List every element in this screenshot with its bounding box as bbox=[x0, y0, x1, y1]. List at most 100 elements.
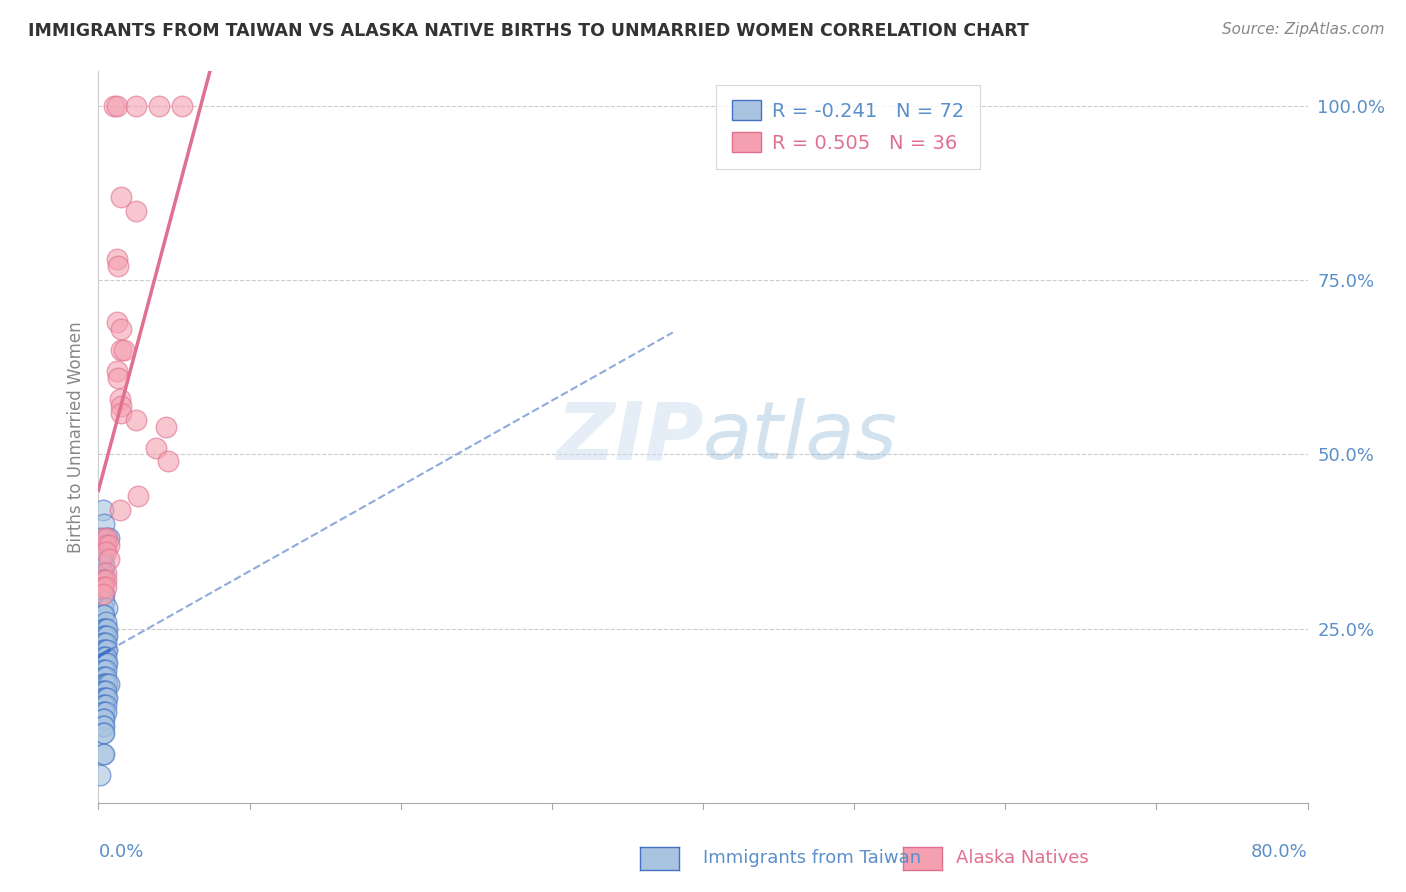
Point bbox=[94, 698, 117, 713]
Point bbox=[105, 364, 128, 378]
Point bbox=[91, 587, 114, 601]
Point bbox=[96, 531, 118, 545]
Point bbox=[94, 629, 117, 643]
Point bbox=[93, 587, 115, 601]
Text: atlas: atlas bbox=[703, 398, 898, 476]
Point bbox=[94, 649, 117, 664]
Point bbox=[93, 649, 115, 664]
Point bbox=[94, 622, 117, 636]
Point bbox=[93, 629, 115, 643]
Point bbox=[91, 712, 114, 726]
Point bbox=[93, 719, 115, 733]
Point bbox=[96, 622, 118, 636]
Point bbox=[91, 747, 114, 761]
Point bbox=[94, 580, 117, 594]
Point bbox=[91, 635, 114, 649]
Point bbox=[93, 558, 115, 573]
Point bbox=[125, 99, 148, 113]
Point bbox=[91, 607, 114, 622]
Point bbox=[103, 99, 125, 113]
Point bbox=[91, 503, 114, 517]
Point bbox=[94, 538, 117, 552]
Point bbox=[91, 670, 114, 684]
Point bbox=[105, 99, 128, 113]
Text: IMMIGRANTS FROM TAIWAN VS ALASKA NATIVE BIRTHS TO UNMARRIED WOMEN CORRELATION CH: IMMIGRANTS FROM TAIWAN VS ALASKA NATIVE … bbox=[28, 22, 1029, 40]
Point bbox=[91, 580, 114, 594]
Point bbox=[93, 607, 115, 622]
Point bbox=[98, 677, 121, 691]
Point bbox=[108, 392, 131, 406]
Point bbox=[91, 566, 114, 580]
Point bbox=[94, 684, 117, 698]
Point bbox=[94, 657, 117, 671]
Point bbox=[94, 642, 117, 657]
Point bbox=[90, 552, 112, 566]
Legend: R = -0.241   N = 72, R = 0.505   N = 36: R = -0.241 N = 72, R = 0.505 N = 36 bbox=[716, 85, 980, 169]
Point bbox=[89, 768, 111, 782]
Point bbox=[91, 649, 114, 664]
Text: Source: ZipAtlas.com: Source: ZipAtlas.com bbox=[1222, 22, 1385, 37]
Point bbox=[94, 670, 117, 684]
Point bbox=[96, 642, 118, 657]
Point bbox=[91, 573, 114, 587]
Point bbox=[93, 670, 115, 684]
Point bbox=[93, 664, 115, 678]
Point bbox=[105, 315, 128, 329]
Point bbox=[93, 677, 115, 691]
Point bbox=[93, 573, 115, 587]
Point bbox=[89, 531, 111, 545]
Point bbox=[107, 371, 129, 385]
Point bbox=[91, 580, 114, 594]
Point bbox=[94, 691, 117, 706]
Point bbox=[91, 677, 114, 691]
Point bbox=[91, 664, 114, 678]
Point bbox=[91, 552, 114, 566]
Text: ZIP: ZIP bbox=[555, 398, 703, 476]
Point bbox=[148, 99, 170, 113]
Point bbox=[91, 600, 114, 615]
Point bbox=[91, 698, 114, 713]
Point bbox=[93, 517, 115, 532]
Point bbox=[93, 622, 115, 636]
Point bbox=[112, 343, 135, 357]
Point bbox=[125, 203, 148, 218]
Point bbox=[91, 726, 114, 740]
Point bbox=[91, 622, 114, 636]
Point bbox=[94, 635, 117, 649]
Point bbox=[105, 252, 128, 267]
Point bbox=[91, 684, 114, 698]
Point bbox=[93, 747, 115, 761]
Point bbox=[127, 489, 149, 503]
Point bbox=[94, 573, 117, 587]
Point bbox=[96, 691, 118, 706]
Point bbox=[156, 454, 179, 468]
Point bbox=[96, 657, 118, 671]
Point bbox=[91, 657, 114, 671]
Text: Alaska Natives: Alaska Natives bbox=[956, 849, 1088, 867]
Point bbox=[94, 664, 117, 678]
Y-axis label: Births to Unmarried Women: Births to Unmarried Women bbox=[66, 321, 84, 553]
Point bbox=[91, 629, 114, 643]
Point bbox=[110, 322, 132, 336]
Point bbox=[93, 698, 115, 713]
Point bbox=[98, 552, 121, 566]
Point bbox=[94, 705, 117, 719]
Text: 0.0%: 0.0% bbox=[98, 843, 143, 861]
Point bbox=[94, 531, 117, 545]
Point bbox=[91, 691, 114, 706]
Point bbox=[94, 566, 117, 580]
Point bbox=[170, 99, 193, 113]
Point bbox=[96, 677, 118, 691]
Point bbox=[107, 260, 129, 274]
Point bbox=[94, 615, 117, 629]
Point bbox=[94, 677, 117, 691]
Point bbox=[110, 343, 132, 357]
Text: Immigrants from Taiwan: Immigrants from Taiwan bbox=[703, 849, 921, 867]
Point bbox=[98, 531, 121, 545]
Point bbox=[93, 705, 115, 719]
Point bbox=[110, 190, 132, 204]
Text: 80.0%: 80.0% bbox=[1251, 843, 1308, 861]
Point bbox=[94, 545, 117, 559]
Point bbox=[93, 531, 115, 545]
Point bbox=[91, 705, 114, 719]
